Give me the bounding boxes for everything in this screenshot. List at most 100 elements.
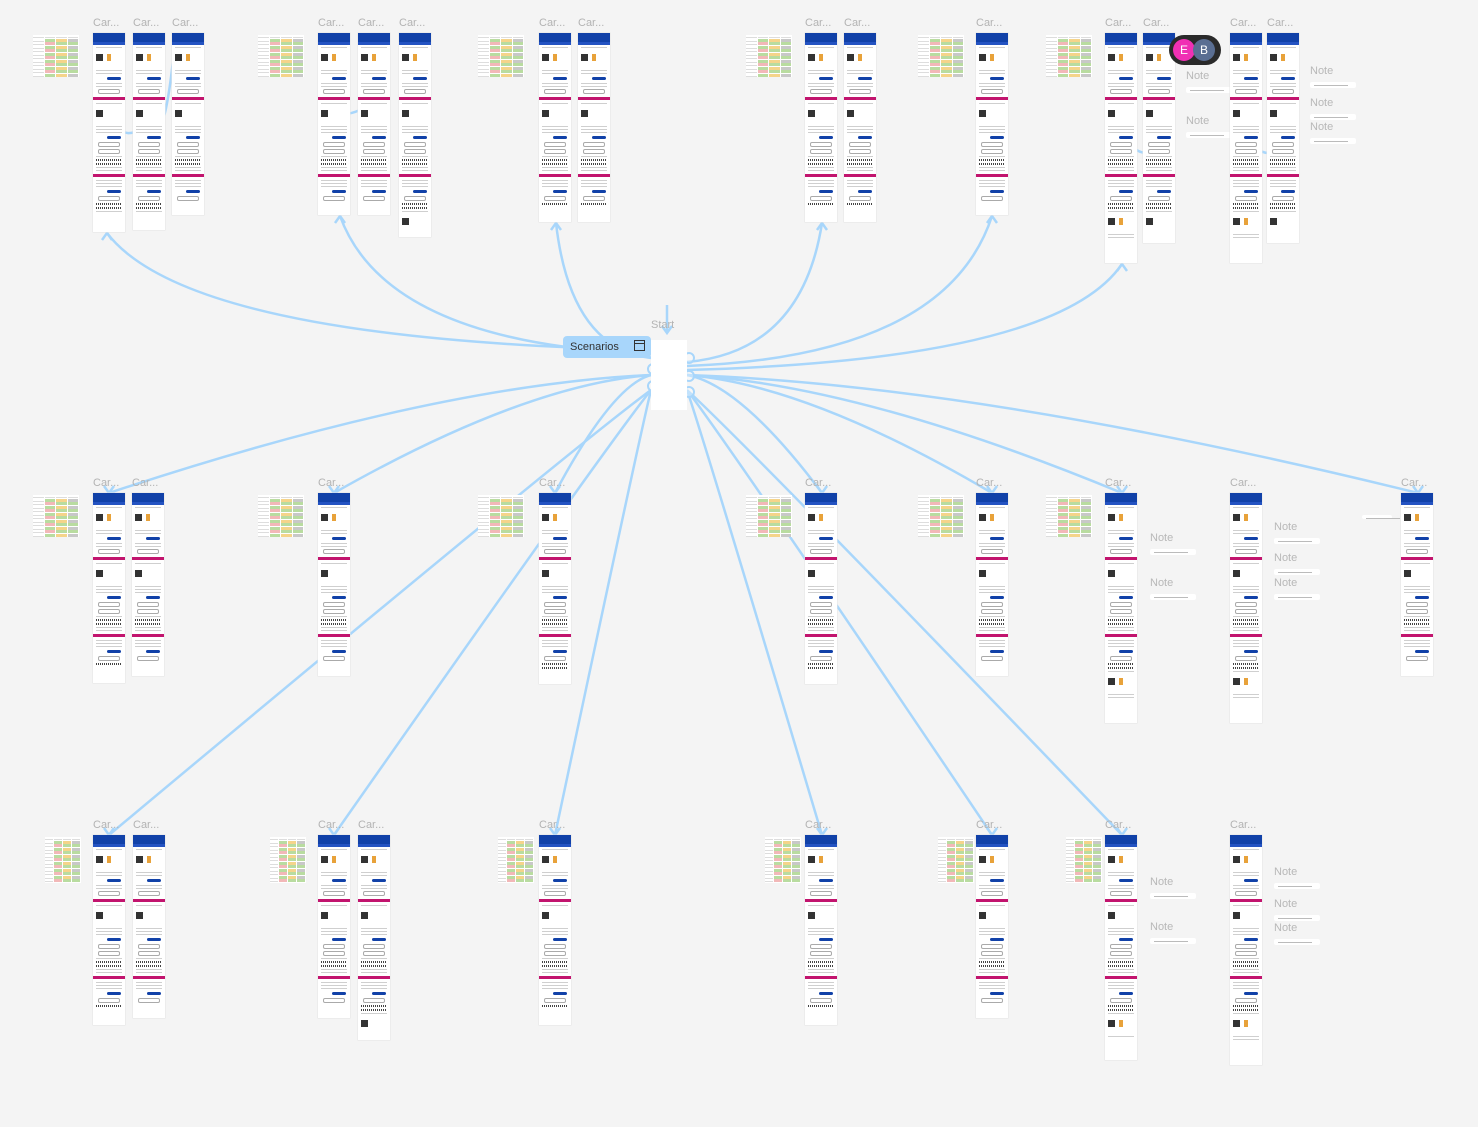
connection-to-row1[interactable]: [686, 263, 1124, 372]
flow-table[interactable]: [258, 35, 304, 77]
cart-screen-frame[interactable]: [358, 835, 390, 1040]
cart-screen-frame[interactable]: [805, 33, 837, 222]
frame-title[interactable]: Car...: [318, 17, 345, 29]
cart-screen-frame[interactable]: [1143, 33, 1175, 243]
connection-to-row2[interactable]: [553, 373, 652, 494]
cart-screen-frame[interactable]: [93, 493, 125, 683]
frame-title[interactable]: Car...: [976, 17, 1003, 29]
frame-title[interactable]: Car...: [976, 477, 1003, 489]
note-title[interactable]: Note: [1150, 921, 1174, 933]
cart-screen-frame[interactable]: [318, 493, 350, 676]
note-title[interactable]: Note: [1274, 922, 1298, 934]
flow-table[interactable]: [498, 837, 534, 883]
cart-screen-frame[interactable]: [805, 493, 837, 684]
cart-screen-frame[interactable]: [93, 835, 125, 1025]
flow-table[interactable]: [746, 35, 792, 77]
connection-to-row2[interactable]: [686, 373, 1419, 495]
frame-title[interactable]: Car...: [318, 819, 345, 831]
connection-to-row2[interactable]: [108, 373, 652, 495]
frame-title[interactable]: Car...: [1230, 17, 1257, 29]
cart-screen-frame[interactable]: [318, 33, 350, 215]
cart-screen-frame[interactable]: [358, 33, 390, 215]
connection-to-row2[interactable]: [686, 373, 823, 494]
frame-title[interactable]: Car...: [1105, 17, 1132, 29]
cart-screen-frame[interactable]: [976, 493, 1008, 676]
cart-screen-frame[interactable]: [93, 33, 125, 232]
frame-title[interactable]: Car...: [93, 17, 120, 29]
frame-title[interactable]: Car...: [93, 819, 120, 831]
scenarios-flow-button[interactable]: Scenarios: [563, 336, 651, 358]
connection-to-row2[interactable]: [686, 373, 993, 495]
frame-title[interactable]: Car...: [976, 819, 1003, 831]
flow-table[interactable]: [746, 495, 792, 537]
cart-screen-frame[interactable]: [1401, 493, 1433, 676]
cart-screen-frame[interactable]: [1230, 33, 1262, 263]
note-title[interactable]: Note: [1150, 532, 1174, 544]
frame-title[interactable]: Car...: [399, 17, 426, 29]
connection-to-row2[interactable]: [686, 373, 1123, 495]
connection-to-row1[interactable]: [106, 232, 652, 352]
cart-screen-frame[interactable]: [133, 835, 165, 1018]
frame-title[interactable]: Car...: [844, 17, 871, 29]
cart-screen-frame[interactable]: [172, 33, 204, 215]
frame-title[interactable]: Car...: [358, 819, 385, 831]
note-title[interactable]: Note: [1274, 577, 1298, 589]
cart-screen-frame[interactable]: [539, 835, 571, 1025]
flow-table[interactable]: [33, 495, 79, 537]
flow-table[interactable]: [258, 495, 304, 537]
flow-table[interactable]: [1046, 495, 1092, 537]
cart-screen-frame[interactable]: [1230, 493, 1262, 723]
cart-screen-frame[interactable]: [1105, 835, 1137, 1060]
cart-screen-frame[interactable]: [1105, 493, 1137, 723]
note-title[interactable]: Note: [1186, 115, 1210, 127]
connection-to-row2[interactable]: [333, 373, 652, 495]
frame-title[interactable]: Car...: [133, 17, 160, 29]
frame-title[interactable]: Car...: [578, 17, 605, 29]
connection-to-row3[interactable]: [108, 388, 652, 836]
note-title[interactable]: Note: [1310, 65, 1334, 77]
note-title[interactable]: Note: [1150, 577, 1174, 589]
flow-table[interactable]: [478, 495, 524, 537]
note-title[interactable]: Note: [1150, 876, 1174, 888]
note-title[interactable]: Note: [1274, 898, 1298, 910]
avatar-e[interactable]: E: [1173, 39, 1195, 61]
avatar-b[interactable]: B: [1193, 39, 1215, 61]
frame-title[interactable]: Car...: [539, 819, 566, 831]
cart-screen-frame[interactable]: [805, 835, 837, 1025]
connection-to-row3[interactable]: [553, 389, 653, 836]
frame-title[interactable]: Car...: [318, 477, 345, 489]
note-title[interactable]: Note: [1274, 552, 1298, 564]
cart-screen-frame[interactable]: [539, 33, 571, 222]
cart-screen-frame[interactable]: [578, 33, 610, 222]
frame-title[interactable]: Car...: [805, 477, 832, 489]
flow-table[interactable]: [45, 837, 81, 883]
frame-title[interactable]: Car...: [1230, 477, 1257, 489]
flow-table[interactable]: [918, 35, 964, 77]
note-title[interactable]: Note: [1310, 121, 1334, 133]
flow-table[interactable]: [478, 35, 524, 77]
flow-table[interactable]: [918, 495, 964, 537]
frame-title[interactable]: Car...: [1401, 477, 1428, 489]
cart-screen-frame[interactable]: [399, 33, 431, 237]
frame-title[interactable]: Car...: [172, 17, 199, 29]
cart-screen-frame[interactable]: [133, 33, 165, 230]
frame-title[interactable]: Car...: [805, 17, 832, 29]
note-title[interactable]: Note: [1274, 521, 1298, 533]
frame-title[interactable]: Car...: [132, 477, 159, 489]
note-title[interactable]: Note: [1186, 70, 1210, 82]
frame-title[interactable]: Car...: [1230, 819, 1257, 831]
flow-table[interactable]: [1066, 837, 1102, 883]
flow-table[interactable]: [1046, 35, 1092, 77]
cart-screen-frame[interactable]: [539, 493, 571, 684]
frame-title[interactable]: Car...: [805, 819, 832, 831]
flow-table[interactable]: [938, 837, 974, 883]
start-frame[interactable]: [651, 340, 687, 410]
connection-to-row3[interactable]: [686, 389, 994, 836]
cart-screen-frame[interactable]: [976, 33, 1008, 215]
play-flow-icon[interactable]: [634, 340, 645, 351]
frame-title[interactable]: Car...: [539, 477, 566, 489]
cart-screen-frame[interactable]: [132, 493, 164, 676]
frame-title[interactable]: Car...: [1267, 17, 1294, 29]
connection-to-row3[interactable]: [685, 389, 824, 836]
